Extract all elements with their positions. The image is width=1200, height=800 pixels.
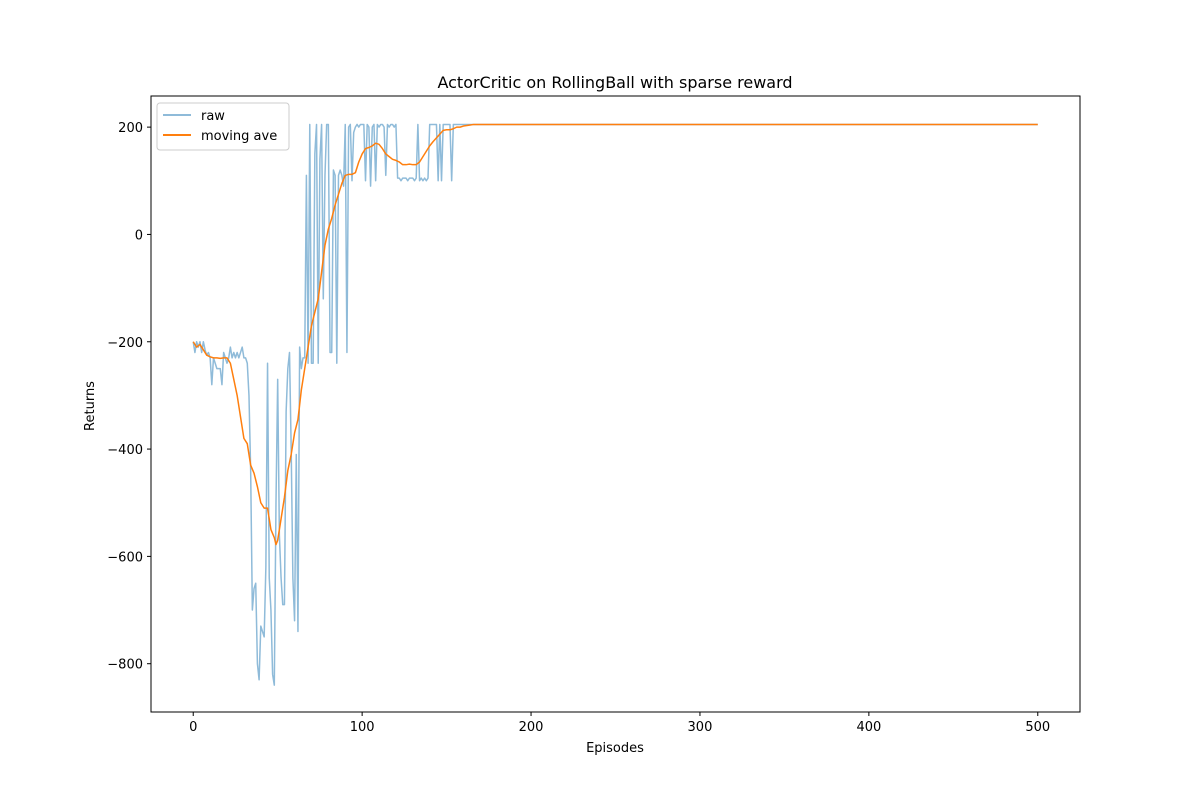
y-tick-label: −600 [107, 550, 143, 565]
y-tick-label: −800 [107, 658, 143, 673]
legend-label-moving-ave: moving ave [201, 129, 277, 144]
legend: raw moving ave [156, 102, 290, 151]
x-tick-label: 300 [688, 720, 713, 735]
y-axis-label: Returns [83, 381, 98, 431]
x-tick-label: 500 [1025, 720, 1050, 735]
y-tick-label: 200 [118, 121, 143, 136]
chart-title: ActorCritic on RollingBall with sparse r… [437, 73, 792, 92]
series-line-raw [192, 123, 1038, 686]
series-layer [192, 123, 1038, 686]
y-tick-label: −400 [107, 443, 143, 458]
x-tick-label: 0 [189, 720, 197, 735]
y-tick-label: 0 [135, 228, 143, 243]
y-tick-label: −200 [107, 336, 143, 351]
axes-layer: 0 100 200 300 400 500 −800 −600 −400 −200 0 200 [107, 95, 1081, 735]
series-line-moving-ave [192, 123, 1038, 546]
x-tick-label: 100 [350, 720, 375, 735]
plot-frame [150, 95, 1081, 713]
legend-label-raw: raw [201, 109, 225, 124]
x-tick-label: 200 [519, 720, 544, 735]
x-axis-label: Episodes [586, 741, 644, 756]
x-tick-label: 400 [856, 720, 881, 735]
